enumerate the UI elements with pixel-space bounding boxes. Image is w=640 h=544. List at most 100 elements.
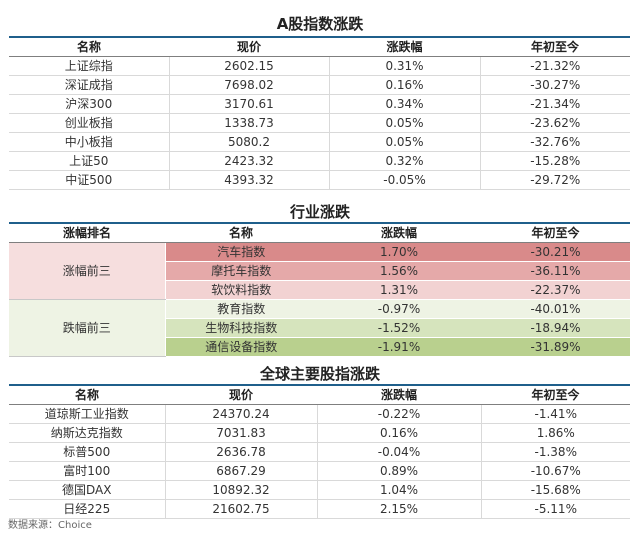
cell-name: 沪深300 <box>9 94 169 114</box>
cell-ytd: -40.01% <box>481 299 630 319</box>
table-row: 纳斯达克指数 7031.83 0.16% 1.86% <box>9 423 630 443</box>
table-row: 沪深300 3170.61 0.34% -21.34% <box>9 94 630 114</box>
cell-price: 10892.32 <box>164 480 317 500</box>
cell-change: -1.52% <box>317 318 481 338</box>
table-row: 摩托车指数 1.56% -36.11% <box>9 261 630 281</box>
global-table: 名称 现价 涨跌幅 年初至今 道琼斯工业指数 24370.24 -0.22% -1.4… <box>9 384 630 519</box>
cell-price: 1338.73 <box>168 113 329 133</box>
cell-price: 7031.83 <box>164 423 317 443</box>
cell-change: 0.31% <box>328 56 480 76</box>
cell-change: 1.70% <box>317 242 481 262</box>
cell-name: 德国DAX <box>9 480 165 500</box>
cell-ytd: -31.89% <box>481 337 630 357</box>
cell-change: 0.32% <box>328 151 480 171</box>
cell-name: 道琼斯工业指数 <box>9 404 165 424</box>
a-share-title: A股指数涨跌 <box>276 15 364 33</box>
cell-ytd: -36.11% <box>481 261 630 281</box>
cell-ytd: -15.68% <box>480 480 630 500</box>
cell-ytd: -32.76% <box>479 132 630 152</box>
cell-ytd: -30.27% <box>479 75 630 95</box>
cell-price: 2423.32 <box>168 151 329 171</box>
cell-name: 富时100 <box>9 461 165 481</box>
global-title: 全球主要股指涨跌 <box>259 365 380 383</box>
cell-ytd: -1.41% <box>480 404 630 424</box>
table-row: 上证50 2423.32 0.32% -15.28% <box>9 151 630 171</box>
cell-name: 中证500 <box>9 170 169 190</box>
group-label: 跌幅前三 <box>9 299 166 357</box>
cell-ytd: -5.11% <box>480 499 630 519</box>
cell-ytd: -23.62% <box>479 113 630 133</box>
cell-name: 软饮料指数 <box>165 280 317 300</box>
cell-change: 0.89% <box>316 461 481 481</box>
table-row: 创业板指 1338.73 0.05% -23.62% <box>9 113 630 133</box>
header-change: 涨跌幅 <box>317 385 481 405</box>
cell-change: -1.91% <box>317 337 481 357</box>
cell-change: 1.31% <box>317 280 481 300</box>
industry-header-row: 涨幅排名 名称 涨跌幅 年初至今 <box>9 223 630 243</box>
header-ytd: 年初至今 <box>480 37 630 57</box>
group-label: 涨幅前三 <box>9 242 166 300</box>
industry-title: 行业涨跌 <box>289 203 350 221</box>
cell-ytd: -10.67% <box>480 461 630 481</box>
header-name: 名称 <box>165 223 317 243</box>
cell-change: 1.04% <box>316 480 481 500</box>
cell-ytd: -22.37% <box>481 280 630 300</box>
cell-name: 标普500 <box>9 442 165 462</box>
cell-change: 2.15% <box>316 499 481 519</box>
cell-ytd: -30.21% <box>481 242 630 262</box>
cell-change: 0.34% <box>328 94 480 114</box>
global-header-row: 名称 现价 涨跌幅 年初至今 <box>9 385 630 405</box>
cell-price: 21602.75 <box>164 499 317 519</box>
cell-price: 7698.02 <box>168 75 329 95</box>
cell-name: 上证50 <box>9 151 169 171</box>
data-source-note: 数据来源：Choice <box>8 520 92 531</box>
header-price: 现价 <box>165 385 317 405</box>
table-row: 涨幅前三 汽车指数 1.70% -30.21% <box>9 242 630 300</box>
cell-name: 汽车指数 <box>165 242 317 262</box>
table-row: 生物科技指数 -1.52% -18.94% <box>9 318 630 338</box>
cell-change: -0.22% <box>316 404 481 424</box>
header-name: 名称 <box>9 37 169 57</box>
cell-change: 1.56% <box>317 261 481 281</box>
header-rank: 涨幅排名 <box>9 223 165 243</box>
table-row: 通信设备指数 -1.91% -31.89% <box>9 337 630 357</box>
cell-change: -0.05% <box>328 170 480 190</box>
table-row: 标普500 2636.78 -0.04% -1.38% <box>9 442 630 462</box>
table-row: 跌幅前三 教育指数 -0.97% -40.01% <box>9 299 630 357</box>
cell-name: 创业板指 <box>9 113 169 133</box>
cell-ytd: -1.38% <box>480 442 630 462</box>
cell-name: 纳斯达克指数 <box>9 423 165 443</box>
table-row: 中小板指 5080.2 0.05% -32.76% <box>9 132 630 152</box>
cell-ytd: 1.86% <box>480 423 630 443</box>
cell-change: 0.05% <box>328 132 480 152</box>
cell-price: 5080.2 <box>168 132 329 152</box>
cell-change: 0.05% <box>328 113 480 133</box>
table-row: 富时100 6867.29 0.89% -10.67% <box>9 461 630 481</box>
cell-price: 2602.15 <box>168 56 329 76</box>
table-row: 德国DAX 10892.32 1.04% -15.68% <box>9 480 630 500</box>
cell-name: 摩托车指数 <box>165 261 317 281</box>
table-row: 深证成指 7698.02 0.16% -30.27% <box>9 75 630 95</box>
table-row: 上证综指 2602.15 0.31% -21.32% <box>9 56 630 76</box>
cell-ytd: -21.32% <box>479 56 630 76</box>
table-row: 中证500 4393.32 -0.05% -29.72% <box>9 170 630 190</box>
cell-change: -0.97% <box>317 299 481 319</box>
table-row: 日经225 21602.75 2.15% -5.11% <box>9 499 630 519</box>
header-ytd: 年初至今 <box>481 385 630 405</box>
cell-name: 通信设备指数 <box>165 337 317 357</box>
a-share-header-row: 名称 现价 涨跌幅 年初至今 <box>9 37 630 57</box>
cell-change: 0.16% <box>316 423 481 443</box>
cell-price: 4393.32 <box>168 170 329 190</box>
a-share-table: 名称 现价 涨跌幅 年初至今 上证综指 2602.15 0.31% -21.32% 深证… <box>9 36 630 190</box>
cell-name: 生物科技指数 <box>165 318 317 338</box>
cell-name: 教育指数 <box>165 299 317 319</box>
cell-change: 0.16% <box>328 75 480 95</box>
cell-price: 24370.24 <box>164 404 317 424</box>
cell-ytd: -21.34% <box>479 94 630 114</box>
cell-price: 6867.29 <box>164 461 317 481</box>
cell-ytd: -15.28% <box>479 151 630 171</box>
cell-name: 上证综指 <box>9 56 169 76</box>
cell-ytd: -29.72% <box>479 170 630 190</box>
cell-name: 中小板指 <box>9 132 169 152</box>
cell-price: 2636.78 <box>164 442 317 462</box>
